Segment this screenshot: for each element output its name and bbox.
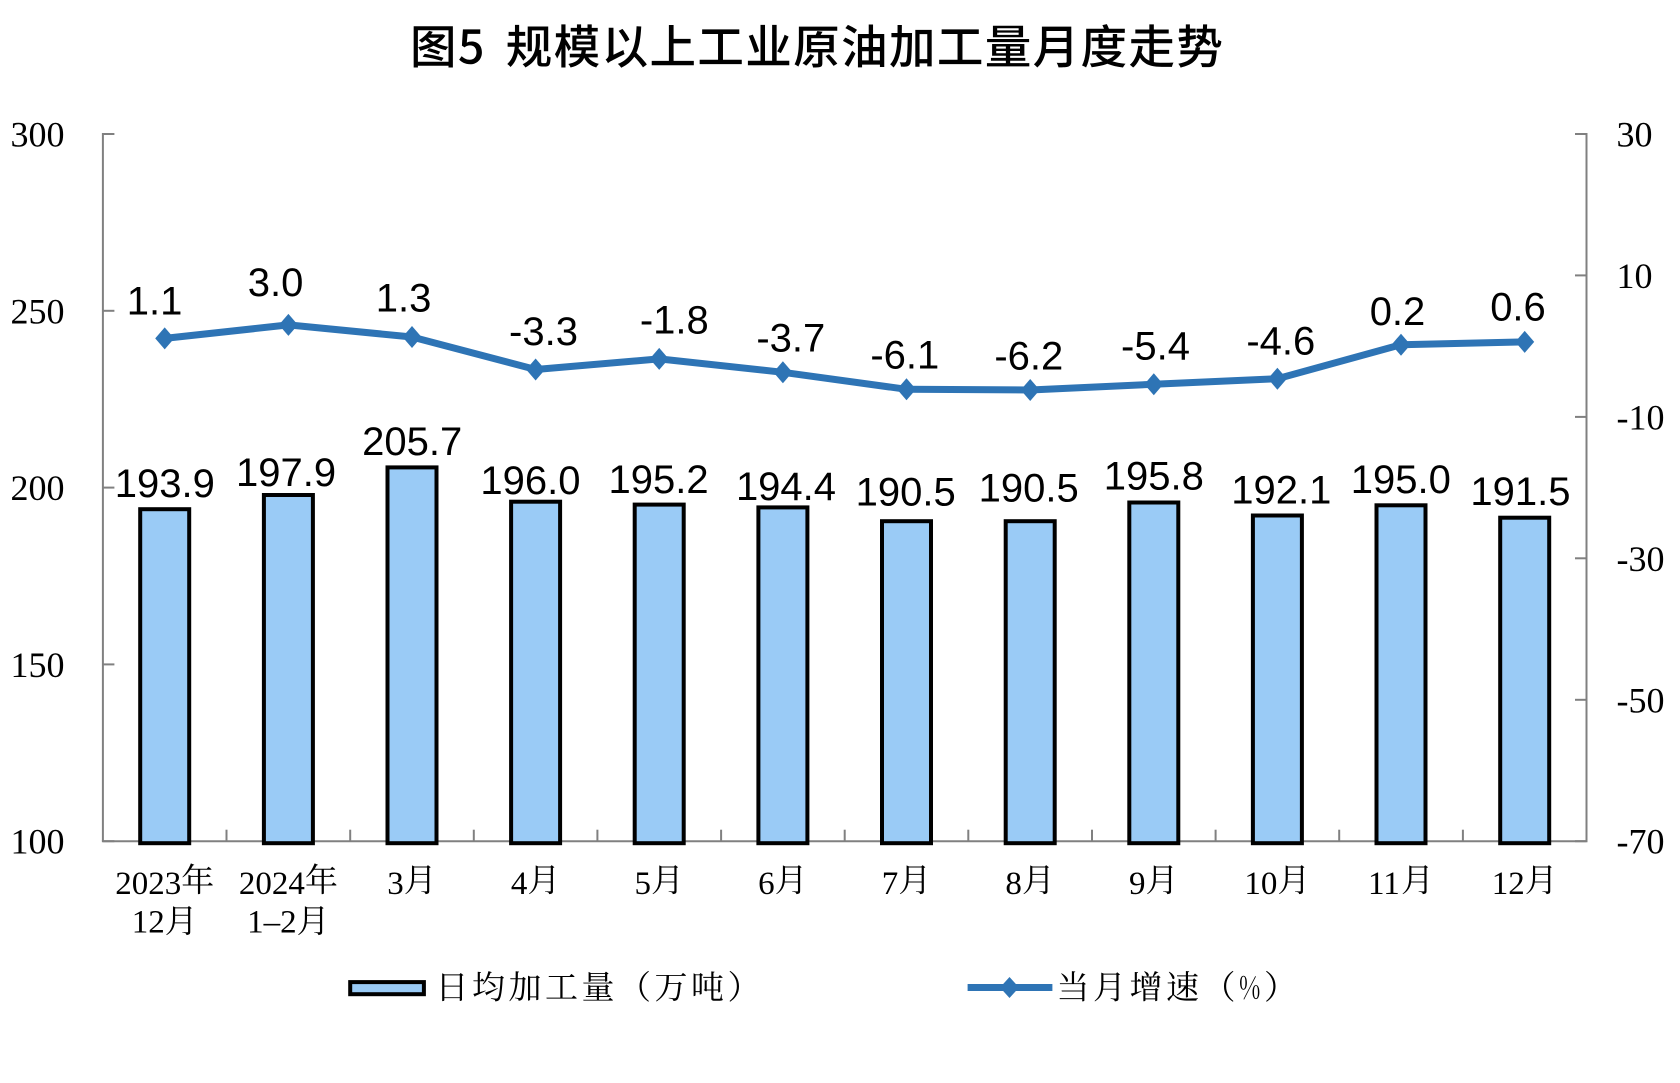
svg-text:100: 100 [11,822,65,862]
svg-text:150: 150 [11,645,65,685]
svg-text:195.8: 195.8 [1104,455,1204,499]
svg-text:0.6: 0.6 [1490,286,1546,330]
svg-text:1–2: 1–2 [247,905,297,941]
svg-text:12: 12 [132,905,165,941]
svg-text:-30: -30 [1617,539,1665,579]
svg-text:193.9: 193.9 [115,462,215,506]
svg-text:196.0: 196.0 [480,459,580,503]
svg-text:3.0: 3.0 [248,261,304,305]
svg-text:5: 5 [635,866,652,902]
svg-text:-1.8: -1.8 [640,299,709,343]
svg-text:10: 10 [1617,256,1653,296]
svg-text:10: 10 [1244,866,1277,902]
svg-text:12: 12 [1492,866,1525,902]
svg-text:300: 300 [11,115,65,155]
svg-text:-3.7: -3.7 [756,317,825,361]
svg-text:1.1: 1.1 [127,279,183,323]
svg-text:-10: -10 [1617,397,1665,437]
svg-text:2023: 2023 [115,866,181,902]
svg-text:197.9: 197.9 [236,451,336,495]
svg-text:194.4: 194.4 [736,465,836,509]
svg-text:250: 250 [11,291,65,331]
svg-text:200: 200 [11,468,65,508]
svg-text:-70: -70 [1617,822,1665,862]
svg-text:4: 4 [511,866,528,902]
svg-text:11: 11 [1368,866,1400,902]
svg-text:190.5: 190.5 [856,470,956,514]
svg-text:205.7: 205.7 [362,420,462,464]
svg-text:2024: 2024 [239,866,305,902]
svg-text:3: 3 [387,866,404,902]
svg-text:-6.2: -6.2 [994,335,1063,379]
svg-text:191.5: 191.5 [1470,470,1570,514]
svg-text:-50: -50 [1617,680,1665,720]
svg-text:-4.6: -4.6 [1246,320,1315,364]
svg-text:195.0: 195.0 [1351,458,1451,502]
svg-text:-5.4: -5.4 [1121,325,1190,369]
svg-text:6: 6 [758,866,775,902]
svg-text:8: 8 [1005,866,1022,902]
svg-text:30: 30 [1617,115,1653,155]
svg-text:192.1: 192.1 [1231,469,1331,513]
svg-text:-3.3: -3.3 [509,310,578,354]
svg-text:9: 9 [1129,866,1146,902]
svg-text:190.5: 190.5 [979,466,1079,510]
svg-text:195.2: 195.2 [609,458,709,502]
svg-text:0.2: 0.2 [1370,290,1426,334]
svg-text:1.3: 1.3 [376,276,432,320]
svg-text:7: 7 [882,866,899,902]
svg-text:-6.1: -6.1 [870,333,939,377]
